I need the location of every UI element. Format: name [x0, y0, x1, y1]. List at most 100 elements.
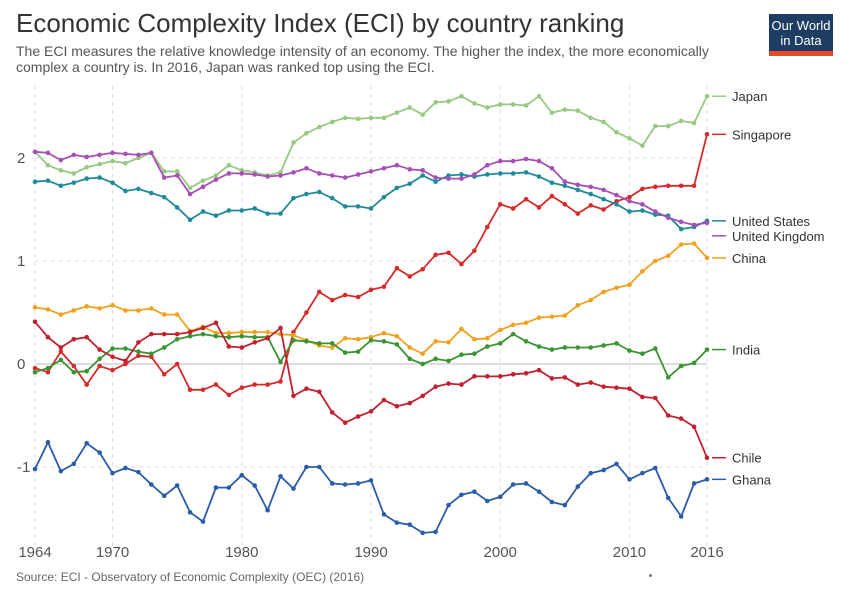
data-point-united-kingdom[interactable] [368, 169, 374, 174]
data-point-united-kingdom[interactable] [239, 171, 245, 176]
data-point-japan[interactable] [123, 160, 128, 166]
data-point-chile[interactable] [627, 386, 632, 392]
data-point-india[interactable] [174, 336, 180, 342]
data-point-chile[interactable] [97, 347, 102, 352]
data-point-chile[interactable] [665, 413, 671, 418]
data-point-singapore[interactable] [97, 363, 102, 369]
data-point-japan[interactable] [58, 168, 64, 173]
data-point-united-kingdom[interactable] [472, 172, 477, 177]
data-point-singapore[interactable] [549, 193, 555, 199]
data-point-india[interactable] [110, 346, 115, 351]
data-point-china[interactable] [58, 312, 64, 317]
data-point-india[interactable] [187, 333, 193, 339]
data-point-chile[interactable] [123, 358, 128, 364]
data-point-ghana[interactable] [355, 481, 361, 486]
data-point-chile[interactable] [58, 345, 64, 350]
data-point-china[interactable] [704, 255, 710, 261]
data-point-china[interactable] [536, 315, 542, 320]
legend-label-japan[interactable]: Japan [732, 89, 767, 104]
data-point-chile[interactable] [381, 397, 387, 403]
data-point-japan[interactable] [213, 173, 219, 178]
data-point-japan[interactable] [627, 136, 632, 141]
data-point-chile[interactable] [523, 370, 529, 376]
data-point-chile[interactable] [368, 409, 374, 414]
data-point-singapore[interactable] [252, 382, 257, 387]
data-point-japan[interactable] [97, 161, 102, 167]
data-point-ghana[interactable] [226, 485, 232, 490]
data-point-united-kingdom[interactable] [213, 177, 219, 182]
data-point-india[interactable] [549, 347, 555, 352]
data-point-china[interactable] [355, 336, 361, 342]
data-point-united-kingdom[interactable] [640, 202, 645, 207]
data-point-united-kingdom[interactable] [226, 171, 232, 176]
data-point-singapore[interactable] [381, 284, 387, 290]
data-point-japan[interactable] [317, 124, 322, 130]
data-point-china[interactable] [459, 326, 464, 332]
data-point-ghana[interactable] [665, 495, 671, 501]
data-point-united-kingdom[interactable] [549, 166, 555, 171]
data-point-united-kingdom[interactable] [161, 175, 167, 180]
data-point-united-states[interactable] [510, 171, 516, 176]
data-point-singapore[interactable] [239, 385, 245, 390]
data-point-united-states[interactable] [174, 205, 180, 210]
data-point-singapore[interactable] [226, 392, 232, 398]
data-point-china[interactable] [32, 305, 38, 310]
data-point-japan[interactable] [200, 178, 206, 183]
data-point-india[interactable] [355, 349, 361, 354]
data-point-united-states[interactable] [32, 179, 38, 184]
data-point-india[interactable] [446, 358, 451, 364]
data-point-united-kingdom[interactable] [355, 172, 361, 177]
data-point-ghana[interactable] [704, 477, 710, 482]
data-point-china[interactable] [601, 289, 606, 295]
data-point-singapore[interactable] [265, 382, 270, 387]
data-point-united-kingdom[interactable] [653, 209, 658, 214]
data-point-ghana[interactable] [58, 468, 64, 474]
data-point-ghana[interactable] [420, 530, 425, 536]
data-point-ghana[interactable] [497, 494, 503, 500]
data-point-india[interactable] [614, 341, 619, 346]
data-point-united-kingdom[interactable] [84, 154, 89, 160]
data-point-united-states[interactable] [58, 183, 64, 189]
data-point-china[interactable] [329, 345, 335, 350]
data-point-chile[interactable] [187, 329, 193, 335]
data-point-singapore[interactable] [433, 252, 438, 258]
data-point-chile[interactable] [653, 395, 658, 401]
data-point-united-states[interactable] [459, 172, 464, 177]
data-point-united-kingdom[interactable] [187, 191, 193, 197]
data-point-chile[interactable] [575, 382, 581, 387]
data-point-ghana[interactable] [174, 483, 180, 488]
data-point-japan[interactable] [433, 100, 438, 105]
data-point-united-states[interactable] [678, 226, 684, 232]
data-point-japan[interactable] [161, 169, 167, 174]
data-point-japan[interactable] [381, 115, 387, 121]
data-point-japan[interactable] [174, 169, 180, 174]
data-point-singapore[interactable] [317, 289, 322, 295]
data-point-singapore[interactable] [368, 287, 374, 293]
data-point-india[interactable] [58, 357, 64, 363]
data-point-united-states[interactable] [640, 208, 645, 213]
data-point-united-states[interactable] [355, 204, 361, 209]
data-point-singapore[interactable] [84, 382, 89, 387]
data-point-china[interactable] [239, 329, 245, 335]
data-point-japan[interactable] [614, 129, 619, 135]
data-point-chile[interactable] [71, 336, 77, 342]
data-point-japan[interactable] [691, 120, 697, 126]
data-point-china[interactable] [252, 329, 257, 335]
data-point-india[interactable] [497, 341, 503, 346]
data-point-japan[interactable] [459, 93, 464, 99]
data-point-chile[interactable] [278, 325, 283, 331]
data-point-india[interactable] [161, 345, 167, 350]
data-point-india[interactable] [368, 338, 374, 343]
data-point-china[interactable] [110, 302, 115, 308]
data-point-ghana[interactable] [394, 520, 400, 525]
data-point-united-kingdom[interactable] [485, 162, 490, 168]
data-point-china[interactable] [497, 327, 503, 333]
data-point-japan[interactable] [45, 162, 51, 168]
data-point-chile[interactable] [433, 384, 438, 389]
data-point-ghana[interactable] [627, 477, 632, 482]
data-point-ghana[interactable] [485, 498, 490, 504]
data-point-ghana[interactable] [381, 512, 387, 517]
data-point-ghana[interactable] [136, 469, 141, 475]
data-point-united-states[interactable] [588, 191, 593, 197]
data-point-india[interactable] [510, 331, 516, 337]
